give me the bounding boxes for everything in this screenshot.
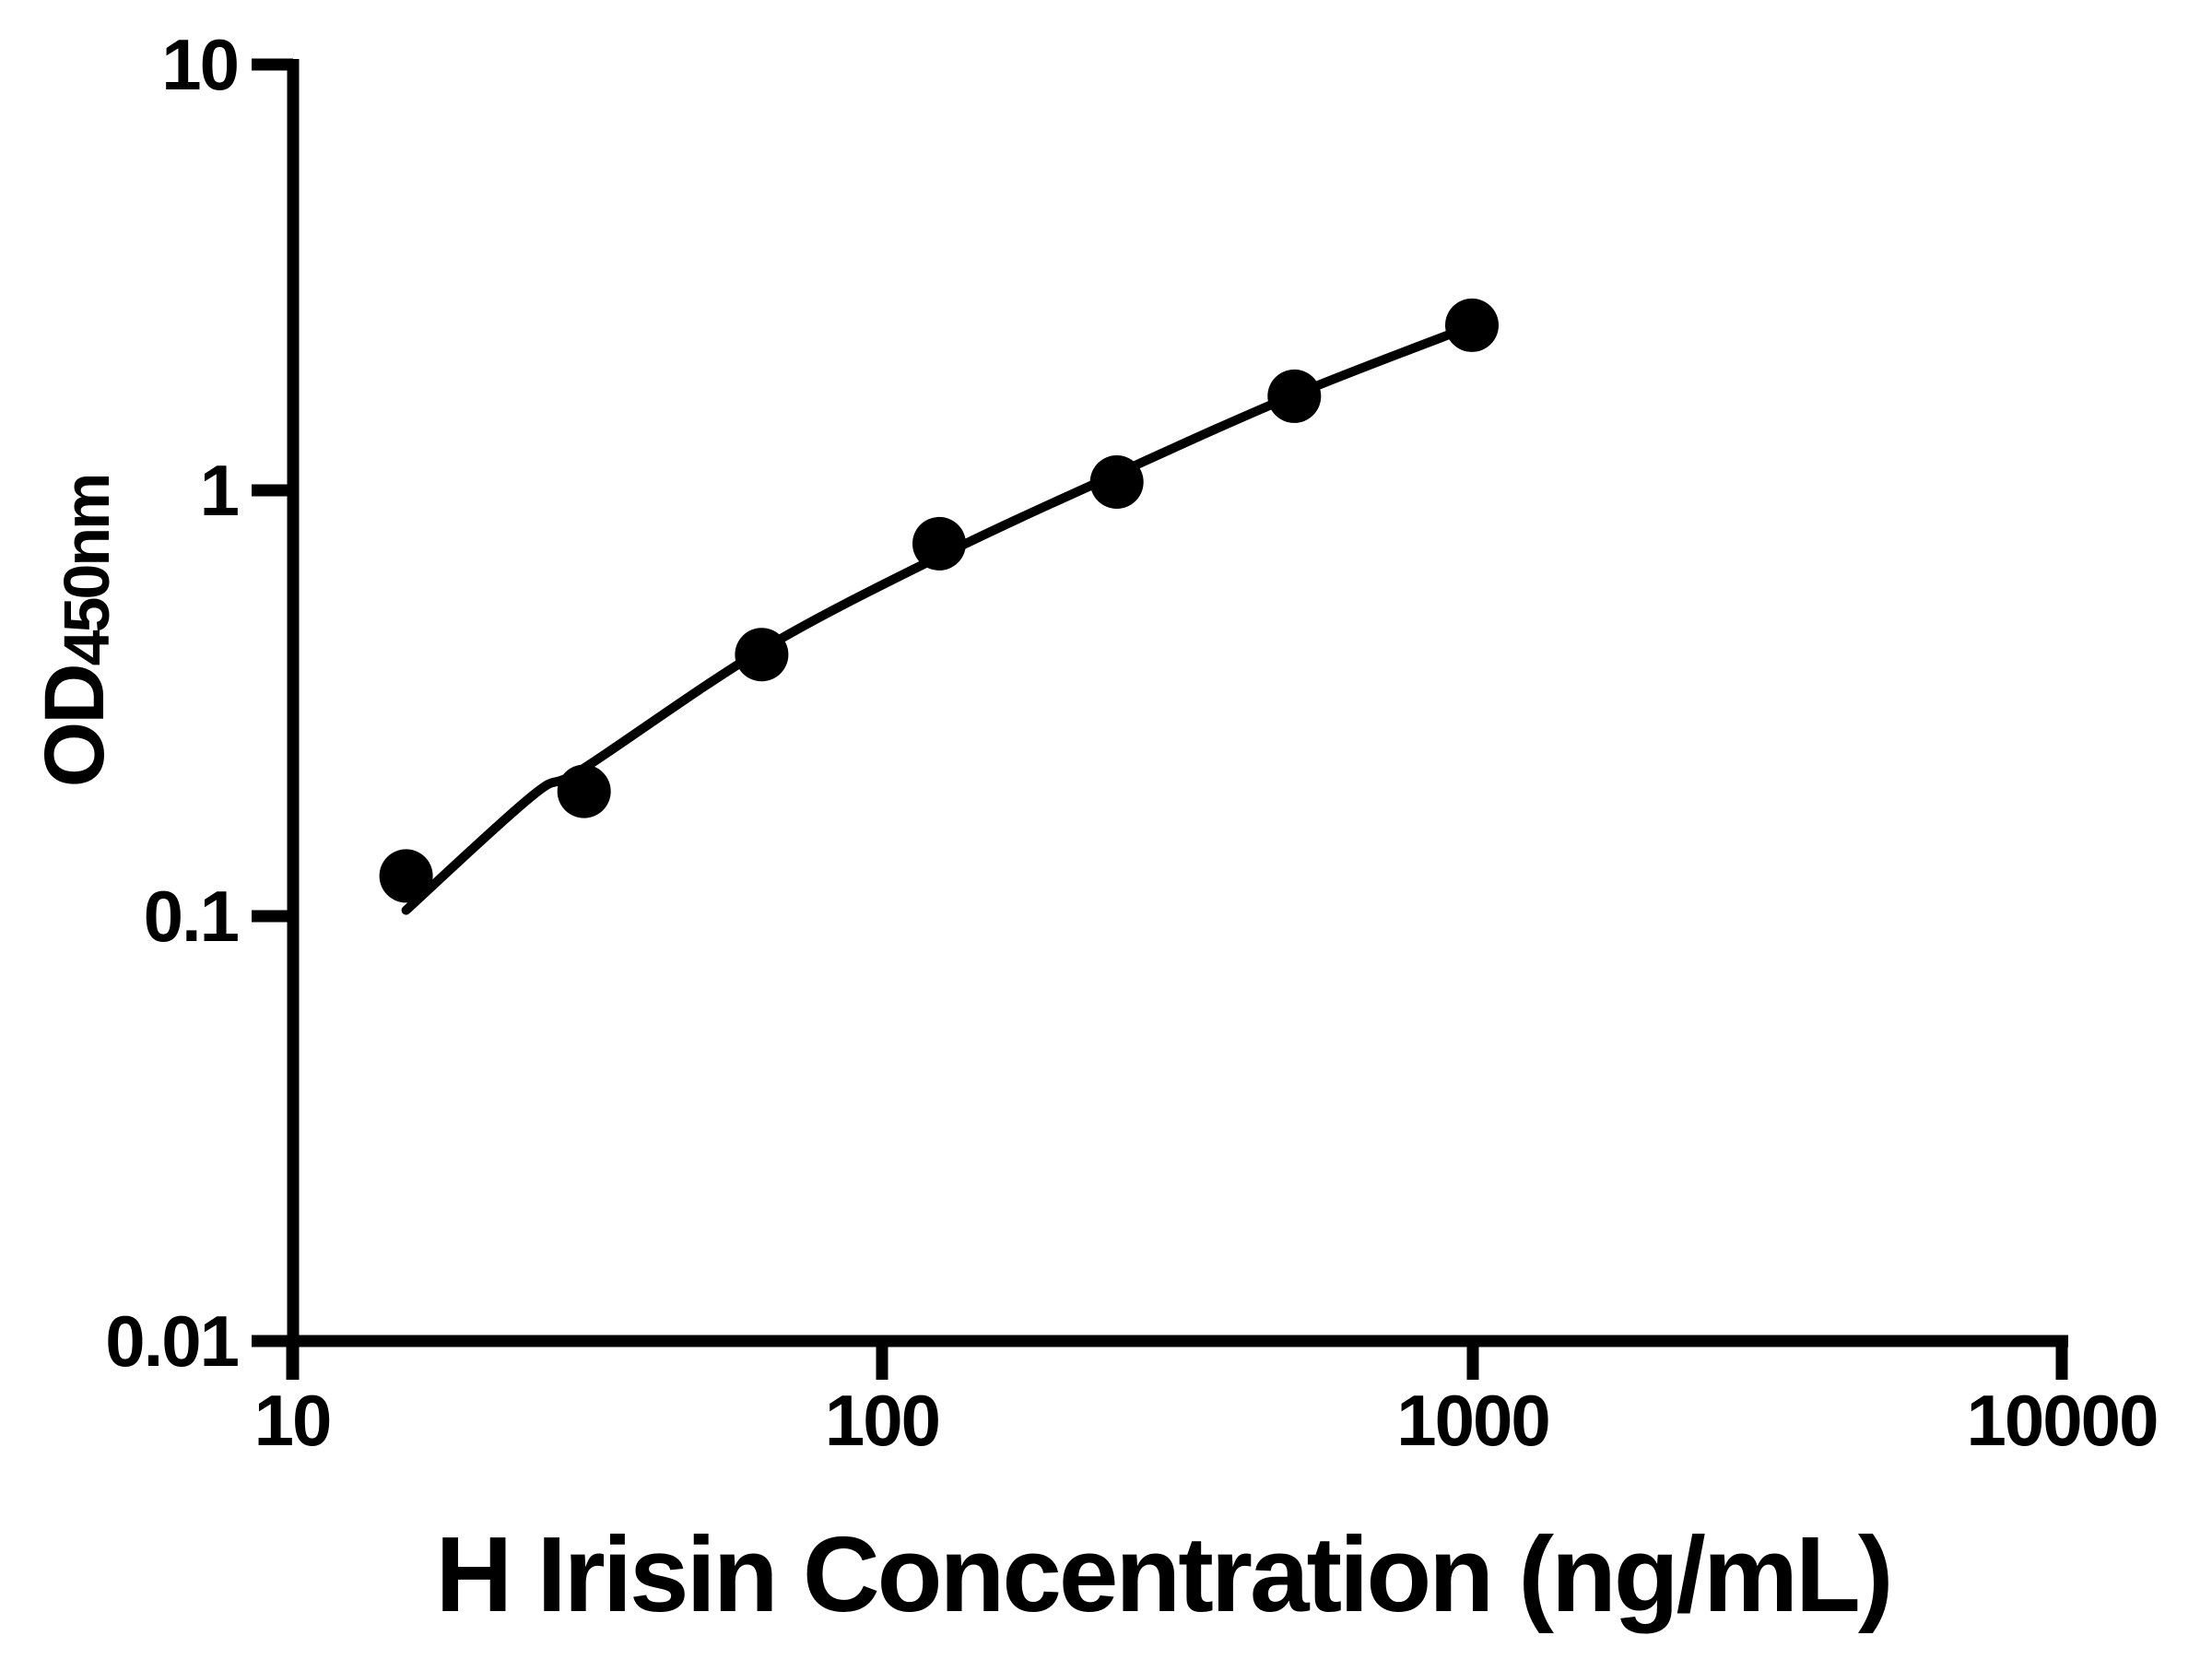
- x-tick-label: 10: [254, 1380, 331, 1461]
- data-point-marker: [912, 516, 966, 571]
- data-point-marker: [1445, 298, 1499, 352]
- data-point-marker: [1089, 455, 1144, 509]
- plot-layer: [379, 298, 1499, 915]
- y-axis-title-subscript: 450nm: [51, 476, 123, 666]
- x-tick-label: 1000: [1396, 1380, 1549, 1461]
- x-tick-label: 10000: [1967, 1380, 2158, 1461]
- x-tick-label: 100: [825, 1380, 939, 1461]
- data-point-marker: [557, 764, 611, 818]
- data-point-marker: [379, 849, 433, 903]
- y-tick-label: 1: [200, 450, 239, 531]
- data-point-marker: [735, 628, 789, 682]
- y-axis-title-main: OD: [28, 665, 122, 787]
- y-tick-label: 10: [161, 24, 238, 105]
- y-tick-label: 0.01: [105, 1300, 238, 1382]
- y-axis-title: OD450nm: [28, 476, 123, 788]
- y-tick-label: 0.1: [144, 876, 239, 957]
- data-point-marker: [1267, 369, 1322, 423]
- x-axis-title: H Irisin Concentration (ng/mL): [435, 1514, 1890, 1634]
